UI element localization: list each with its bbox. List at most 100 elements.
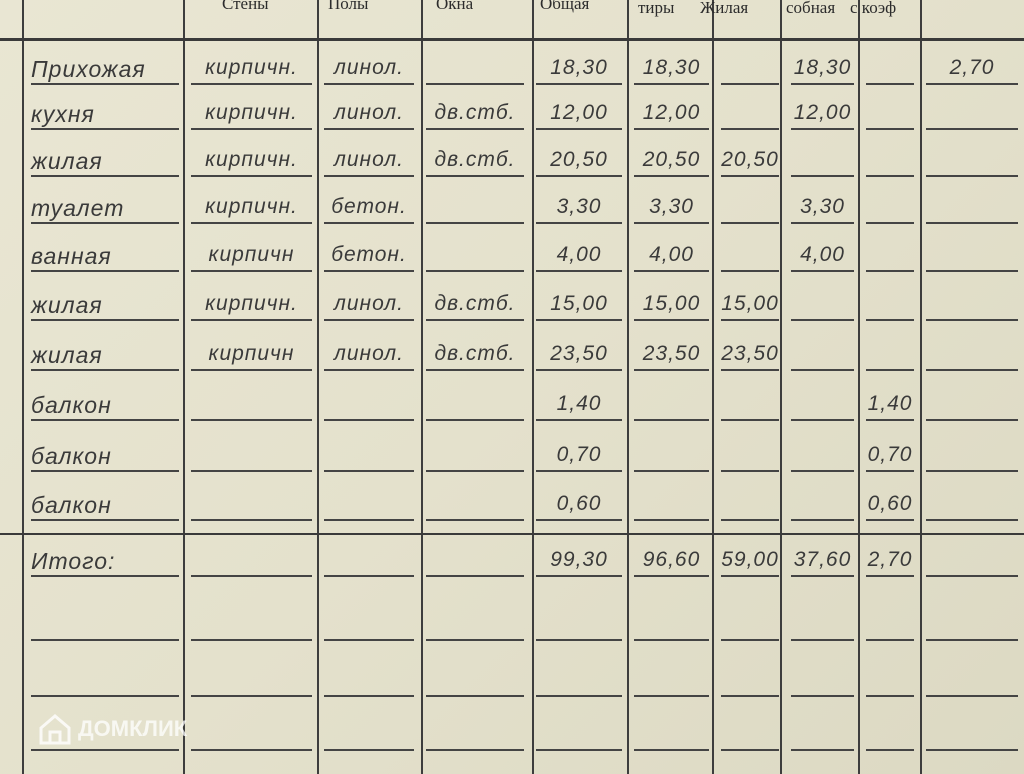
cell-underline [426,749,524,751]
cell-underline [536,419,622,421]
cell-underline [634,175,709,177]
cell-underline [536,639,622,641]
cell-underline [324,222,414,224]
cell-underline [426,369,524,371]
cell-underline [191,222,312,224]
cell-underline [31,128,179,130]
cell-underline [536,128,622,130]
column-divider [920,0,922,774]
cell-underline [426,128,524,130]
column-divider [532,0,534,774]
cell-underline [634,575,709,577]
cell-underline [634,270,709,272]
cell-underline [791,419,854,421]
cell-underline [634,519,709,521]
watermark: ДОМКЛИК [38,712,187,746]
cell-underline [926,175,1018,177]
cell-underline [31,419,179,421]
cell-underline [634,470,709,472]
cell-underline [426,83,524,85]
cell-underline [634,83,709,85]
cell-underline [426,575,524,577]
cell-underline [31,575,179,577]
column-divider [780,0,782,774]
total-row-cell: 2,70 [867,548,913,571]
table-row-cell: 12,00 [793,101,852,124]
total-row-cell: 96,60 [642,548,701,571]
table-row-cell: 12,00 [550,101,608,124]
cell-underline [791,749,854,751]
cell-underline [31,695,179,697]
table-row-cell: кирпичн. [205,148,298,171]
table-row-cell: 3,30 [556,195,602,218]
cell-underline [191,270,312,272]
cell-underline [31,749,179,751]
cell-underline [926,319,1018,321]
table-row-cell: 23,50 [642,342,701,365]
cell-underline [634,749,709,751]
cell-underline [926,270,1018,272]
cell-underline [324,175,414,177]
house-logo-icon [39,714,71,745]
cell-underline [324,575,414,577]
table-row-cell: 18,30 [793,56,852,79]
cell-underline [536,519,622,521]
cell-underline [866,83,914,85]
table-row-cell: бетон. [331,195,407,218]
cell-underline [31,519,179,521]
cell-underline [426,470,524,472]
cell-underline [324,128,414,130]
cell-underline [791,519,854,521]
cell-underline [721,270,779,272]
table-row-cell: кирпичн. [205,56,298,79]
table-row-cell: 20,50 [642,148,701,171]
cell-underline [324,270,414,272]
cell-underline [866,270,914,272]
cell-underline [191,695,312,697]
table-row-cell: балкон [31,392,112,418]
table-row-cell: жилая [31,148,103,174]
cell-underline [634,222,709,224]
table-row-cell: 0,60 [556,492,602,515]
cell-underline [866,175,914,177]
cell-underline [324,749,414,751]
column-divider [183,0,185,774]
cell-underline [791,222,854,224]
cell-underline [721,319,779,321]
total-row-cell: 99,30 [550,548,608,571]
total-row-cell: 59,00 [721,548,779,571]
cell-underline [926,519,1018,521]
header-divider [0,38,1024,41]
cell-underline [324,519,414,521]
total-row-cell: 37,60 [793,548,852,571]
table-row-cell: кухня [31,101,95,127]
table-row-cell: кирпичн. [205,101,298,124]
cell-underline [31,319,179,321]
cell-underline [191,369,312,371]
cell-underline [191,639,312,641]
table-row-cell: дв.стб. [434,101,516,124]
cell-underline [324,470,414,472]
cell-underline [866,695,914,697]
table-row-cell: кирпичн [208,342,295,365]
column-header: с коэф [850,0,897,17]
column-divider [858,0,860,774]
table-row-cell: 2,70 [949,56,995,79]
cell-underline [536,222,622,224]
cell-underline [791,83,854,85]
cell-underline [191,749,312,751]
cell-underline [536,575,622,577]
cell-underline [634,128,709,130]
cell-underline [791,470,854,472]
cell-underline [191,128,312,130]
table-row-cell: балкон [31,443,112,469]
cell-underline [324,419,414,421]
cell-underline [866,519,914,521]
column-divider [22,0,24,774]
cell-underline [31,222,179,224]
cell-underline [866,222,914,224]
cell-underline [31,470,179,472]
table-row-cell: 18,30 [642,56,701,79]
cell-underline [791,319,854,321]
cell-underline [324,639,414,641]
